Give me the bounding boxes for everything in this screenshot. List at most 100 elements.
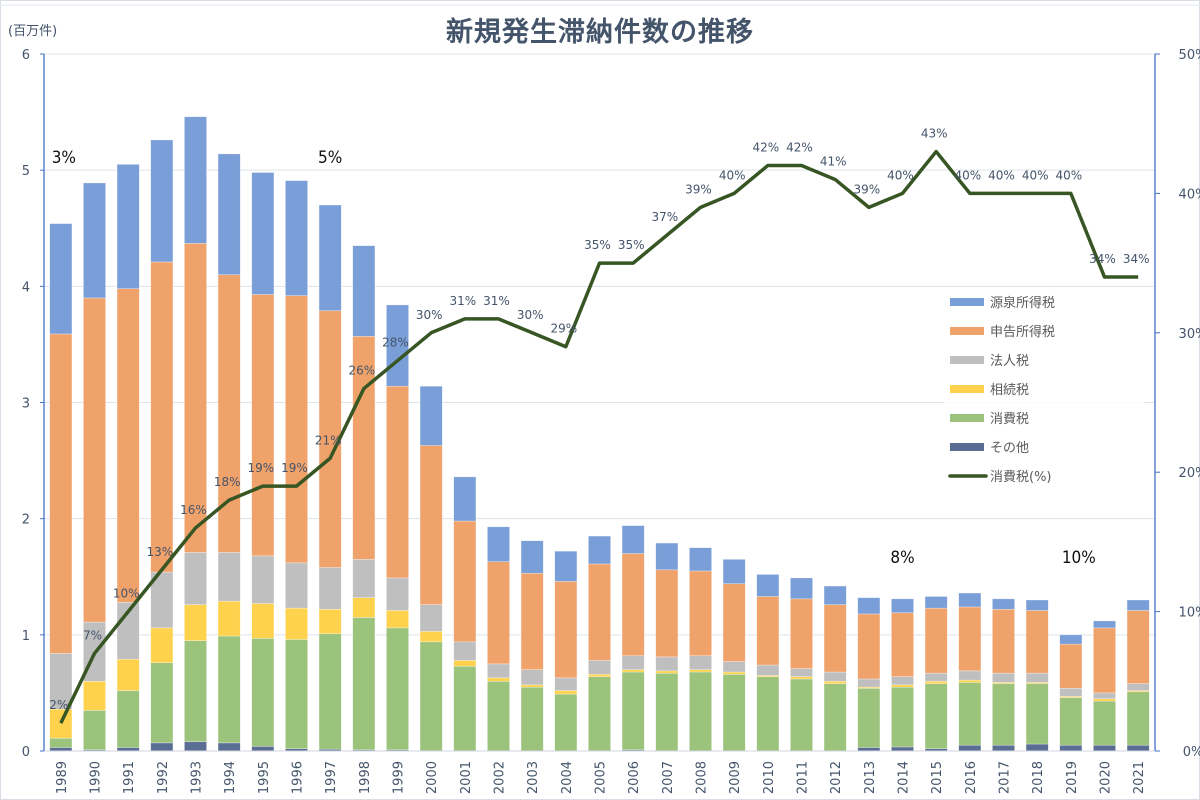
bar-stack bbox=[621, 525, 645, 752]
bar-segment bbox=[1126, 599, 1150, 611]
bar-segment bbox=[891, 676, 914, 686]
bar-stack bbox=[857, 597, 881, 752]
bar-segment bbox=[251, 172, 275, 295]
bar-segment bbox=[1093, 627, 1116, 694]
bar-segment bbox=[992, 744, 1015, 752]
bar-segment bbox=[1059, 643, 1083, 689]
bar-stack bbox=[251, 172, 275, 752]
x-tick-label: 1991 bbox=[122, 761, 137, 794]
axes: 0 1 2 3 4 5 6 0% 10% 20% 30% 40% 50% 1989 1990 1991 1992… bbox=[22, 48, 1200, 794]
bar-segment bbox=[992, 683, 1015, 746]
bar-segment bbox=[790, 678, 813, 752]
x-tick-label: 2013 bbox=[863, 761, 878, 794]
bar-segment bbox=[487, 561, 510, 665]
bar-segment bbox=[487, 680, 510, 752]
legend-swatch bbox=[950, 443, 984, 451]
legend-item: 申告所得税 bbox=[950, 324, 1055, 340]
bar-segment bbox=[823, 585, 847, 605]
bar-stack bbox=[116, 164, 140, 752]
x-tick-label: 2014 bbox=[897, 761, 912, 794]
bar-stack bbox=[554, 550, 578, 752]
line-data-label: 35% bbox=[584, 238, 611, 252]
bar-segment bbox=[1093, 692, 1116, 700]
bar-segment bbox=[285, 607, 308, 640]
bar-stack bbox=[891, 598, 914, 752]
bar-segment bbox=[891, 686, 914, 748]
bar-stack bbox=[958, 592, 982, 752]
bar-segment bbox=[823, 671, 847, 682]
bar-segment bbox=[386, 385, 409, 579]
stacked-bars bbox=[49, 116, 1150, 752]
y-tick-label: 2 bbox=[22, 513, 30, 528]
x-tick-label: 1998 bbox=[358, 761, 373, 794]
line-data-label: 18% bbox=[214, 475, 241, 489]
legend-item: 相続税 bbox=[950, 383, 1029, 398]
x-tick-label: 2017 bbox=[998, 761, 1013, 794]
line-data-label: 42% bbox=[786, 141, 813, 155]
line-data-label: 43% bbox=[921, 127, 948, 141]
x-tick-label: 2011 bbox=[796, 761, 811, 794]
bar-segment bbox=[116, 747, 140, 752]
legend-swatch bbox=[950, 356, 984, 364]
bar-segment bbox=[49, 708, 73, 739]
bar-segment bbox=[992, 672, 1015, 683]
bar-segment bbox=[1059, 687, 1083, 697]
bar-segment bbox=[83, 680, 106, 711]
bar-segment bbox=[251, 638, 275, 747]
bar-segment bbox=[1126, 610, 1150, 684]
bar-segment bbox=[588, 676, 611, 752]
bar-stack bbox=[150, 139, 174, 752]
bar-segment bbox=[1025, 743, 1049, 752]
y2-tick-label: 30% bbox=[1179, 327, 1200, 342]
line-data-label: 2% bbox=[49, 698, 68, 712]
x-tick-label: 2005 bbox=[594, 761, 609, 794]
bar-segment bbox=[520, 669, 544, 686]
bar-segment bbox=[857, 747, 881, 752]
bar-segment bbox=[1059, 634, 1083, 645]
bar-stack bbox=[924, 596, 948, 752]
bar-segment bbox=[251, 746, 275, 752]
bar-stack bbox=[419, 385, 443, 752]
bar-segment bbox=[992, 598, 1015, 610]
line-data-label: 41% bbox=[820, 154, 847, 168]
legend-label: 相続税 bbox=[990, 383, 1029, 398]
legend-label: 消費税 bbox=[990, 412, 1029, 427]
bar-segment bbox=[184, 741, 207, 752]
line-data-label: 19% bbox=[281, 461, 308, 475]
bar-segment bbox=[588, 674, 611, 677]
bar-segment bbox=[1025, 683, 1049, 745]
bar-segment bbox=[487, 526, 510, 562]
bar-segment bbox=[655, 656, 679, 672]
legend-swatch bbox=[950, 327, 984, 335]
y-tick-label: 3 bbox=[22, 397, 30, 412]
line-data-label: 35% bbox=[618, 238, 645, 252]
bar-stack bbox=[83, 182, 106, 752]
bar-stack bbox=[1126, 599, 1150, 752]
bar-segment bbox=[453, 665, 477, 752]
bar-segment bbox=[790, 676, 813, 680]
bar-segment bbox=[689, 547, 712, 572]
bar-stack bbox=[1059, 634, 1083, 752]
line-data-label: 39% bbox=[853, 182, 880, 196]
bar-segment bbox=[49, 737, 73, 748]
bar-segment bbox=[217, 635, 241, 744]
line-data-label: 30% bbox=[416, 308, 443, 322]
tax-rate-annotations: 3% 5% 8% 10% bbox=[52, 148, 1096, 568]
bar-segment bbox=[453, 476, 477, 522]
bar-segment bbox=[1126, 683, 1150, 691]
bar-segment bbox=[83, 297, 106, 623]
x-tick-label: 1992 bbox=[156, 761, 171, 794]
bar-segment bbox=[689, 570, 712, 657]
bar-stack bbox=[184, 116, 207, 752]
x-tick-label: 2007 bbox=[661, 761, 676, 794]
x-tick-label: 2015 bbox=[930, 761, 945, 794]
bar-segment bbox=[857, 687, 881, 748]
bar-segment bbox=[588, 660, 611, 675]
bar-segment bbox=[352, 597, 376, 618]
bar-segment bbox=[722, 671, 746, 675]
bar-segment bbox=[419, 445, 443, 605]
bar-segment bbox=[352, 559, 376, 598]
y-tick-label: 5 bbox=[22, 164, 30, 179]
bar-segment bbox=[386, 610, 409, 629]
line-data-label: 40% bbox=[1055, 168, 1082, 182]
